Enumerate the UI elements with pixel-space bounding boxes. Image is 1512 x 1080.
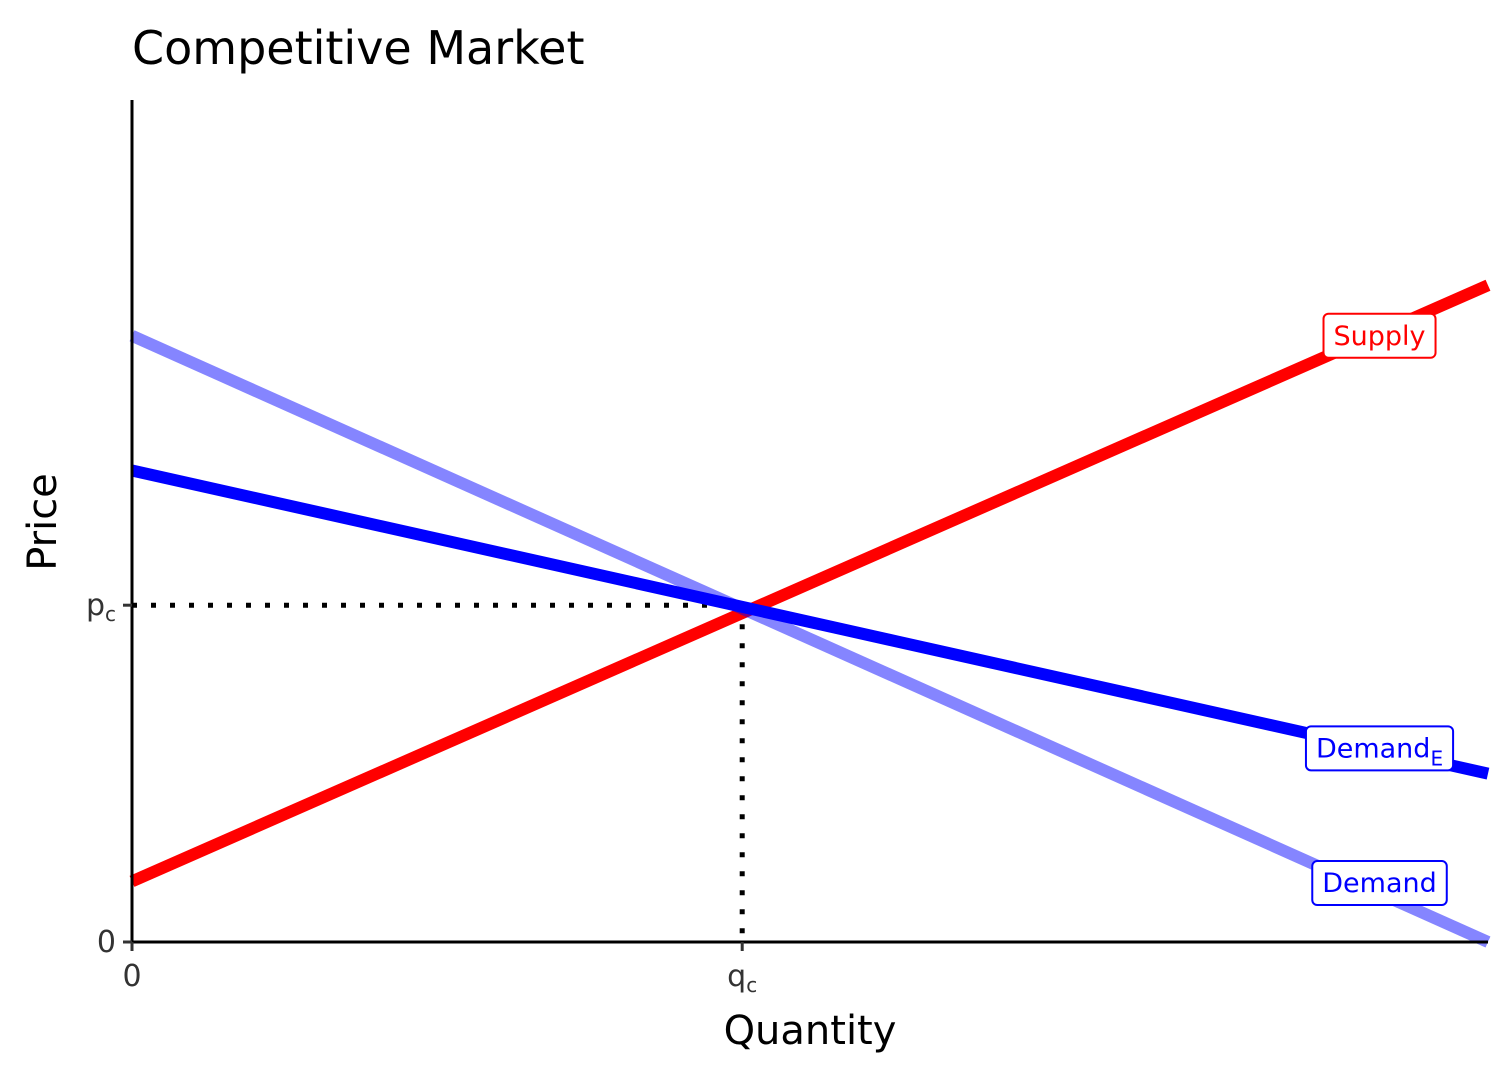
chart-title: Competitive Market <box>132 21 584 75</box>
demand-line <box>129 330 1491 948</box>
svg-text:Supply: Supply <box>1334 321 1426 352</box>
axis-ticks: 0 qc 0 pc <box>86 588 757 997</box>
supply-line <box>129 279 1491 887</box>
x-tick-label: 0 <box>122 959 141 994</box>
demand-e-line <box>130 464 1490 780</box>
y-tick-label: 0 <box>97 925 116 960</box>
y-axis-label: Price <box>20 473 66 571</box>
x-tick-label: qc <box>727 959 757 997</box>
y-tick-label: pc <box>86 588 116 626</box>
demand-label: Demand <box>1311 860 1448 907</box>
demand-label-text: Demand <box>1322 868 1437 899</box>
demand-e-label-subscript: E <box>1430 746 1443 770</box>
supply-label: Supply <box>1322 312 1437 359</box>
demand-e-label-text: Demand <box>1316 733 1431 764</box>
equilibrium-guides <box>132 602 745 942</box>
supply-label-text: Supply <box>1334 321 1426 352</box>
svg-text:Demand: Demand <box>1322 868 1437 899</box>
x-axis-label: Quantity <box>724 1008 897 1054</box>
demand-e-label: DemandE <box>1304 725 1455 772</box>
series-lines <box>129 279 1491 948</box>
svg-text:DemandE: DemandE <box>1316 733 1443 770</box>
